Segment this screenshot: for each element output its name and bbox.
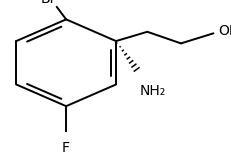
Text: NH₂: NH₂ [139,84,165,98]
Text: Br: Br [41,0,56,6]
Text: F: F [62,141,70,155]
Text: OH: OH [217,24,231,38]
